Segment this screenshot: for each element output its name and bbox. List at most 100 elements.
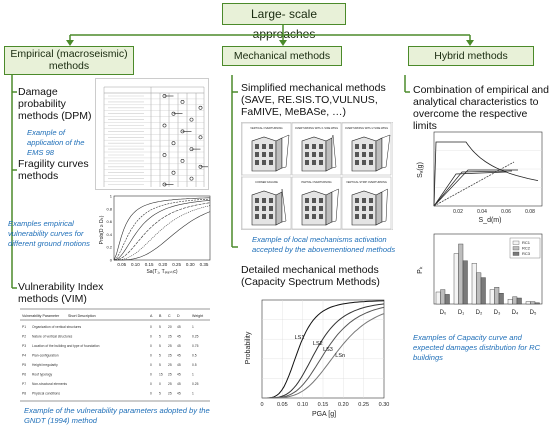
- histogram-bar: [516, 297, 522, 305]
- window: [269, 214, 273, 219]
- window: [305, 198, 309, 203]
- window: [355, 206, 359, 211]
- histogram-bar: [458, 243, 464, 305]
- vim-cell: 1: [192, 325, 194, 329]
- window: [255, 152, 259, 157]
- mechanism-label: CORNER FAILURE: [255, 180, 278, 184]
- capacity-ylabel: Probability: [245, 331, 252, 364]
- vim-cell: 45: [177, 382, 181, 386]
- window: [369, 152, 373, 157]
- vim-cell: 0.25: [192, 382, 199, 386]
- simplified-caption: Example of local mechanisms activation a…: [252, 235, 396, 254]
- hybrid-header: Hybrid methods: [408, 46, 534, 66]
- title-box: Large- scale approaches: [222, 3, 346, 41]
- vim-header-cell: B: [159, 314, 162, 318]
- window: [305, 152, 309, 157]
- vim-param-name: Organization of vertical structures: [32, 325, 81, 329]
- window: [362, 152, 366, 157]
- capacity-series-label: LS1: [295, 335, 305, 341]
- fragility-ytick: 0.2: [106, 245, 112, 250]
- vim-cell: 5: [159, 363, 161, 367]
- vim-cell: 25: [168, 354, 172, 358]
- window: [355, 160, 359, 165]
- fragility-ylabel: Prob(D ≥ Dₖ): [99, 215, 105, 244]
- simplified-methods-label: Simplified mechanical methods (SAVE, RE.…: [241, 82, 386, 118]
- spectrum-xlabel: S_d(m): [479, 217, 502, 224]
- vim-param-code: P2: [22, 335, 26, 339]
- histogram-xtick: D₄: [512, 310, 519, 316]
- window: [255, 144, 259, 149]
- vim-param-code: P8: [22, 392, 26, 396]
- capacity-fragility-chart: Probability PGA [g] 0 0.05 0.10 0.15 0.20 0.2…: [245, 299, 389, 418]
- capacity-xtick: 0.05: [277, 402, 288, 408]
- window: [369, 160, 373, 165]
- vim-param-name: Nature of vertical structures: [32, 335, 73, 339]
- window: [262, 214, 266, 219]
- window: [319, 152, 323, 157]
- fragility-caption: Examples empirical vulnerability curves …: [8, 219, 90, 248]
- vim-param-name: Plan-configuration: [32, 354, 59, 358]
- histogram-xtick: D₅: [530, 310, 537, 316]
- vim-cell: 0.5: [192, 363, 197, 367]
- fragility-xtick: 0.10: [131, 262, 140, 267]
- vim-header-cell: Weight: [192, 314, 203, 318]
- window: [355, 144, 359, 149]
- window: [269, 144, 273, 149]
- window: [319, 214, 323, 219]
- empirical-header: Empirical (macroseismic) methods: [4, 46, 134, 75]
- mechanism-label: VERTICAL STRIP OVERTURNING: [346, 180, 387, 184]
- vim-cell: 0: [150, 382, 152, 386]
- window: [255, 160, 259, 165]
- vim-cell: 5: [159, 392, 161, 396]
- window: [355, 198, 359, 203]
- capacity-series-label: LS2: [313, 341, 323, 347]
- hybrid-header-text: Hybrid methods: [434, 50, 508, 62]
- window: [305, 214, 309, 219]
- mechanism-label: OVERTURNING WITH 1 SIDE WING: [295, 126, 338, 130]
- spectrum-xtick: 0.08: [525, 209, 535, 215]
- vim-cell: 5: [159, 325, 161, 329]
- ems98-table-thumbnail: [95, 78, 209, 190]
- window: [369, 214, 373, 219]
- vim-cell: 45: [177, 392, 181, 396]
- overturning-wall: [331, 134, 337, 169]
- window: [269, 152, 273, 157]
- vim-cell: 0: [150, 373, 152, 377]
- ems-class-mark: [189, 117, 194, 122]
- ems-class-mark: [162, 153, 167, 157]
- vim-cell: 0.75: [192, 344, 199, 348]
- window: [312, 214, 316, 219]
- window: [262, 206, 266, 211]
- histogram-bar: [480, 277, 486, 305]
- combination-label: Combination of empirical and analytical …: [413, 84, 549, 132]
- fragility-curve: [114, 205, 211, 261]
- window: [362, 206, 366, 211]
- vim-cell: 1: [192, 373, 194, 377]
- window: [255, 198, 259, 203]
- histogram-bar: [498, 293, 504, 305]
- vim-cell: 5: [159, 354, 161, 358]
- vim-cell: 0: [150, 363, 152, 367]
- fragility-xtick: 0.35: [200, 262, 209, 267]
- window: [355, 152, 359, 157]
- capacity-xtick: 0.10: [297, 402, 308, 408]
- fragility-xtick: 0.20: [158, 262, 167, 267]
- vim-cell: 45: [177, 325, 181, 329]
- vim-cell: 0: [150, 325, 152, 329]
- vim-param-code: P5: [22, 363, 26, 367]
- window: [262, 198, 266, 203]
- building-side: [375, 137, 383, 172]
- capacity-xtick: 0.20: [338, 402, 349, 408]
- histogram-bar: [494, 287, 500, 305]
- fragility-curve: [113, 200, 211, 261]
- window: [255, 214, 259, 219]
- empirical-header-text: Empirical (macroseismic) methods: [10, 48, 128, 72]
- reference-line: [433, 161, 515, 207]
- histogram-bar: [534, 302, 540, 305]
- window: [305, 160, 309, 165]
- overturning-wall: [331, 188, 339, 223]
- window: [262, 160, 266, 165]
- window: [362, 214, 366, 219]
- vim-param-code: P1: [22, 325, 26, 329]
